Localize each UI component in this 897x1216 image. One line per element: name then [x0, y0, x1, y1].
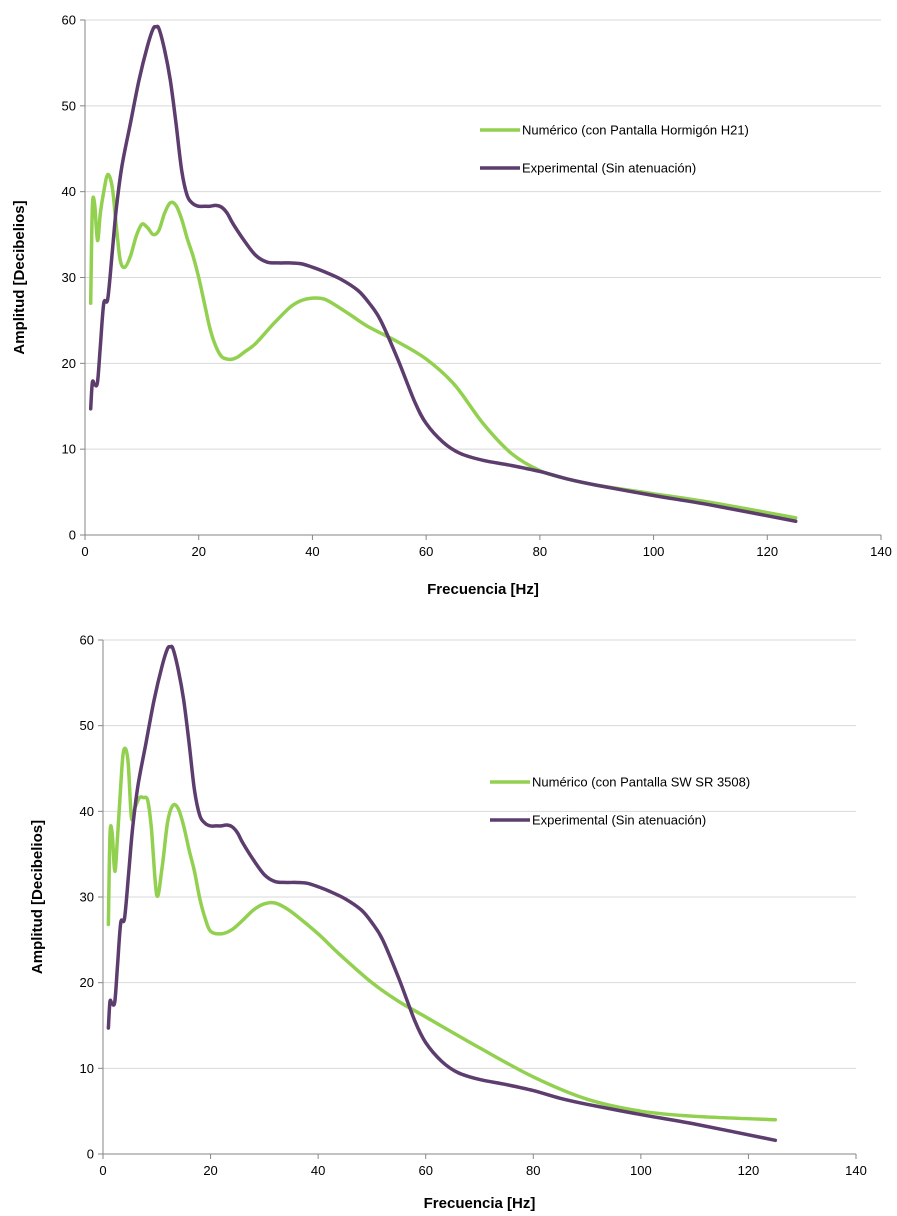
x-tick-label: 60 — [418, 1163, 432, 1178]
y-tick-label: 40 — [62, 184, 76, 199]
x-tick-label: 100 — [643, 544, 665, 559]
x-tick-label: 100 — [630, 1163, 652, 1178]
y-tick-label: 50 — [62, 98, 76, 113]
y-tick-label: 10 — [62, 442, 76, 457]
x-axis-title: Frecuencia [Hz] — [427, 581, 539, 598]
x-tick-label: 80 — [533, 544, 547, 559]
chart-2-plot: 0 10 20 30 40 50 60 0 20 40 60 80 100 120 140 Frecuenci… — [0, 608, 897, 1216]
y-tick-label: 0 — [87, 1147, 94, 1162]
y-tick-label: 20 — [80, 975, 94, 990]
x-axis-title: Frecuencia [Hz] — [424, 1195, 536, 1212]
x-tick-label: 60 — [419, 544, 433, 559]
series-line-experimental — [108, 646, 775, 1140]
x-tick-label: 140 — [845, 1163, 867, 1178]
legend-label: Experimental (Sin atenuación) — [532, 813, 706, 828]
legend-label: Numérico (con Pantalla Hormigón H21) — [522, 123, 749, 138]
x-tick-label: 80 — [526, 1163, 540, 1178]
x-tick-label: 0 — [81, 544, 88, 559]
x-tick-label: 40 — [305, 544, 319, 559]
y-tick-label: 60 — [80, 633, 94, 648]
x-tick-label: 120 — [756, 544, 778, 559]
x-tick-label: 120 — [738, 1163, 760, 1178]
y-axis-title: Amplitud [Decibelios] — [29, 820, 46, 974]
legend-label: Experimental (Sin atenuación) — [522, 161, 696, 176]
x-tick-label: 20 — [203, 1163, 217, 1178]
series-line-numerico — [91, 174, 796, 517]
x-tick-label: 140 — [870, 544, 892, 559]
x-tick-label: 0 — [99, 1163, 106, 1178]
y-tick-label: 30 — [80, 890, 94, 905]
series-line-numerico — [108, 748, 775, 1119]
y-tick-label: 10 — [80, 1061, 94, 1076]
y-tick-label: 50 — [80, 718, 94, 733]
chart-2: 0 10 20 30 40 50 60 0 20 40 60 80 100 120 140 Frecuenci… — [0, 608, 897, 1216]
y-tick-label: 0 — [69, 528, 76, 543]
y-axis-title: Amplitud [Decibelios] — [11, 200, 28, 354]
chart-1: 0 10 20 30 40 50 60 0 20 40 60 80 100 120 140 Frecuenci… — [0, 0, 897, 608]
y-tick-label: 40 — [80, 804, 94, 819]
legend-label: Numérico (con Pantalla SW SR 3508) — [532, 775, 750, 790]
x-tick-label: 20 — [191, 544, 205, 559]
x-tick-label: 40 — [311, 1163, 325, 1178]
chart-1-plot: 0 10 20 30 40 50 60 0 20 40 60 80 100 120 140 Frecuenci… — [0, 0, 897, 608]
y-tick-label: 30 — [62, 270, 76, 285]
y-tick-label: 60 — [62, 13, 76, 28]
y-tick-label: 20 — [62, 356, 76, 371]
